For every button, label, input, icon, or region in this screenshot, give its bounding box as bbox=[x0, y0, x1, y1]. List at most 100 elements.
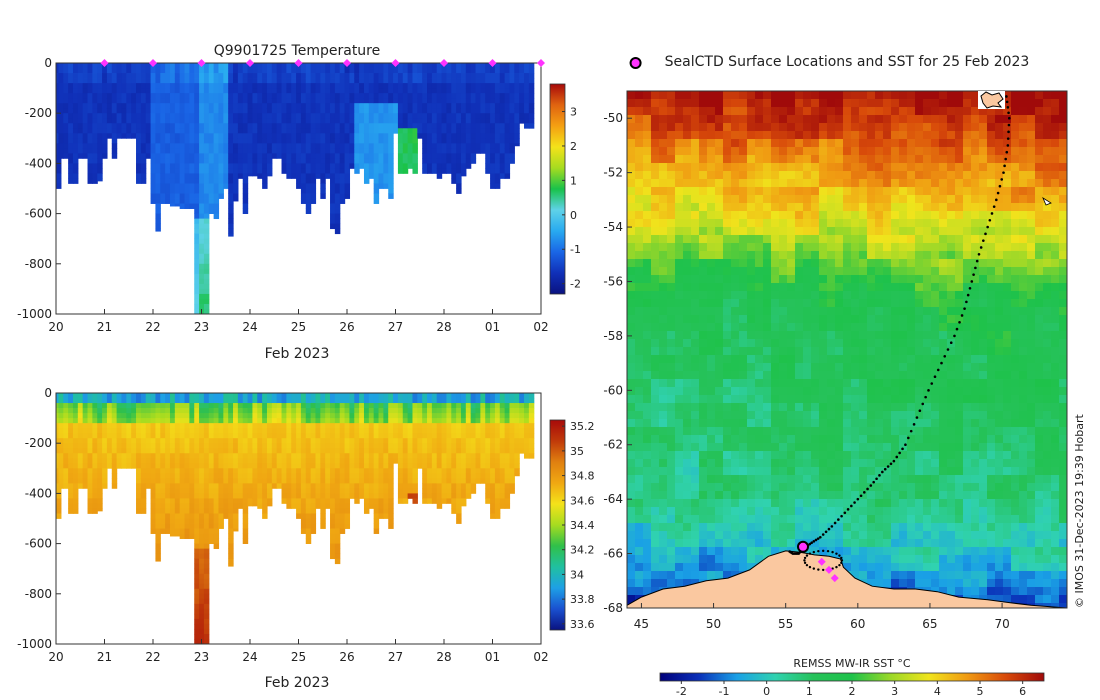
temperature-cell bbox=[363, 138, 370, 144]
salinity-cell bbox=[121, 393, 127, 399]
temperature-cell bbox=[475, 93, 481, 99]
salinity-cell bbox=[378, 423, 384, 429]
temperature-cell bbox=[97, 118, 103, 124]
temperature-cell bbox=[378, 73, 384, 79]
salinity-cell bbox=[203, 548, 210, 555]
temperature-cell bbox=[184, 113, 190, 119]
salinity-cell bbox=[422, 403, 428, 409]
salinity-cell bbox=[97, 468, 103, 474]
temperature-cell bbox=[504, 108, 511, 114]
salinity-cell bbox=[77, 438, 84, 444]
salinity-cell bbox=[223, 403, 229, 409]
temperature-cell bbox=[509, 133, 515, 139]
temperature-cell bbox=[456, 103, 462, 109]
temperature-cell bbox=[378, 108, 384, 114]
temperature-cell bbox=[378, 93, 384, 99]
salinity-cell bbox=[422, 453, 428, 459]
salinity-cell bbox=[368, 433, 375, 439]
salinity-cell bbox=[63, 408, 69, 414]
salinity-cell bbox=[208, 468, 215, 474]
salinity-cell bbox=[223, 453, 229, 459]
temperature-cell bbox=[237, 173, 244, 179]
salinity-cell bbox=[276, 468, 283, 474]
salinity-cell bbox=[194, 533, 200, 539]
temperature-cell bbox=[203, 103, 210, 109]
sst-cell bbox=[739, 99, 748, 108]
temperature-cell bbox=[194, 243, 200, 250]
salinity-cell bbox=[281, 418, 287, 424]
salinity-cell bbox=[165, 423, 171, 429]
temperature-cell bbox=[160, 173, 166, 179]
salinity-cell bbox=[460, 493, 467, 499]
temperature-cell bbox=[339, 88, 346, 94]
temperature-cell bbox=[203, 113, 210, 119]
temperature-cell bbox=[291, 88, 297, 94]
temperature-cell bbox=[494, 138, 501, 144]
temperature-cell bbox=[305, 68, 312, 74]
temperature-cell bbox=[499, 78, 506, 84]
temperature-cell bbox=[456, 118, 462, 124]
salinity-cell bbox=[325, 468, 331, 474]
salinity-cell bbox=[92, 438, 98, 444]
salinity-cell bbox=[116, 438, 123, 444]
temperature-cell bbox=[456, 153, 462, 159]
salinity-cell bbox=[300, 513, 307, 519]
temperature-cell bbox=[296, 158, 302, 164]
salinity-cell bbox=[111, 433, 118, 439]
x-tick-label: 20 bbox=[48, 650, 63, 664]
sst-cell bbox=[939, 91, 948, 100]
temperature-cell bbox=[160, 178, 166, 184]
temperature-cell bbox=[315, 78, 321, 84]
temperature-cell bbox=[174, 83, 181, 89]
salinity-cell bbox=[72, 493, 79, 499]
temperature-cell bbox=[334, 188, 341, 194]
salinity-cell bbox=[407, 398, 414, 404]
temperature-cell bbox=[334, 223, 341, 230]
temperature-cell bbox=[92, 173, 98, 179]
salinity-cell bbox=[475, 428, 481, 434]
temperature-cell bbox=[402, 88, 409, 94]
salinity-cell bbox=[116, 453, 123, 459]
salinity-cell bbox=[436, 408, 443, 414]
temperature-cell bbox=[106, 113, 113, 119]
salinity-cell bbox=[485, 453, 491, 459]
salinity-cell bbox=[460, 448, 467, 454]
salinity-cell bbox=[208, 538, 215, 544]
temperature-cell bbox=[315, 163, 321, 169]
temperature-cell bbox=[194, 83, 200, 89]
salinity-cell bbox=[233, 473, 239, 479]
salinity-cell bbox=[383, 498, 389, 504]
salinity-cell bbox=[373, 468, 380, 474]
temperature-cell bbox=[305, 83, 312, 89]
x-tick-label: 25 bbox=[291, 650, 306, 664]
salinity-cell bbox=[286, 423, 292, 429]
salinity-cell bbox=[155, 433, 161, 439]
temperature-cell bbox=[456, 93, 462, 99]
temperature-cell bbox=[427, 113, 433, 119]
salinity-cell bbox=[330, 423, 336, 429]
temperature-cell bbox=[397, 78, 404, 84]
salinity-cell bbox=[155, 518, 161, 524]
temperature-cell bbox=[228, 128, 234, 134]
salinity-cell bbox=[233, 423, 239, 429]
salinity-cell bbox=[199, 623, 205, 630]
salinity-cell bbox=[310, 413, 317, 419]
salinity-cell bbox=[475, 478, 481, 484]
salinity-cell bbox=[257, 458, 263, 464]
salinity-cell bbox=[179, 448, 186, 454]
temperature-cell bbox=[465, 68, 472, 74]
temperature-cell bbox=[320, 118, 326, 124]
salinity-cell bbox=[320, 418, 326, 424]
temperature-cell bbox=[262, 78, 268, 84]
salinity-cell bbox=[82, 408, 89, 414]
salinity-cell bbox=[330, 463, 336, 469]
salinity-cell bbox=[150, 428, 157, 434]
temperature-cell bbox=[451, 128, 457, 134]
salinity-cell bbox=[383, 398, 389, 404]
temperature-cell bbox=[431, 78, 438, 84]
temperature-cell bbox=[407, 123, 414, 129]
salinity-cell bbox=[92, 483, 98, 489]
temperature-cell bbox=[102, 133, 108, 139]
salinity-cell bbox=[140, 488, 147, 494]
salinity-cell bbox=[257, 468, 263, 474]
